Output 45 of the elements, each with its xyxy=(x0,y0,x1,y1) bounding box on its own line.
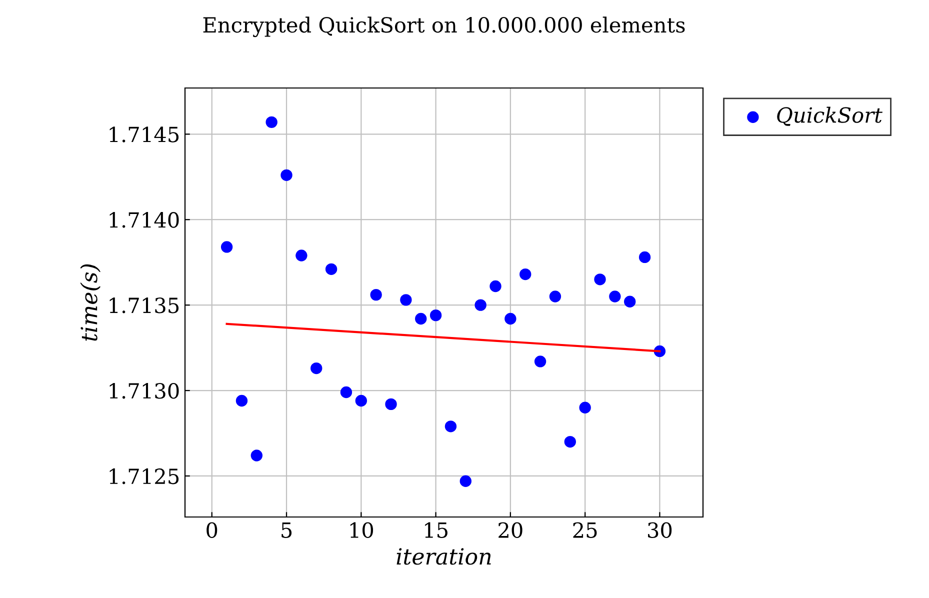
point xyxy=(236,394,248,407)
point xyxy=(415,312,427,325)
point xyxy=(549,290,562,302)
point xyxy=(624,296,636,308)
point xyxy=(594,274,606,286)
x-axis-title: iteration xyxy=(396,548,491,565)
point xyxy=(609,290,621,302)
point xyxy=(444,420,457,432)
y-tick-label: 1.7145 xyxy=(110,126,179,142)
chart-title: Encrypted QuickSort on 10.000.000 elements xyxy=(203,16,685,38)
point xyxy=(220,241,233,253)
point xyxy=(504,312,516,325)
point xyxy=(564,436,576,448)
point xyxy=(490,280,502,292)
legend-label: QuickSort xyxy=(777,106,882,126)
point xyxy=(579,402,591,414)
point xyxy=(296,250,308,262)
point xyxy=(370,288,382,301)
x-tick-label: 10 xyxy=(350,522,374,538)
point xyxy=(355,394,367,407)
x-tick-label: 25 xyxy=(573,522,597,538)
y-tick-label: 1.7135 xyxy=(110,298,179,314)
point xyxy=(385,398,397,410)
point xyxy=(310,362,322,374)
point xyxy=(325,263,338,276)
point xyxy=(280,169,292,182)
point xyxy=(430,309,442,322)
point xyxy=(638,251,651,264)
point xyxy=(250,450,262,462)
x-tick-label: 30 xyxy=(648,522,672,538)
point xyxy=(474,299,486,311)
point xyxy=(460,475,472,487)
x-tick-label: 15 xyxy=(425,522,448,538)
point xyxy=(266,116,278,128)
point xyxy=(534,356,546,368)
point xyxy=(340,386,352,398)
point xyxy=(400,294,412,306)
y-tick-label: 1.7130 xyxy=(110,382,179,399)
y-axis-title: time(s) xyxy=(80,264,101,341)
y-tick-label: 1.7140 xyxy=(110,212,179,228)
x-tick-label: 20 xyxy=(498,522,522,538)
y-tick-label: 1.7125 xyxy=(110,468,179,484)
point xyxy=(520,268,532,280)
x-tick-label: 0 xyxy=(206,522,218,538)
x-tick-label: 5 xyxy=(282,522,292,538)
